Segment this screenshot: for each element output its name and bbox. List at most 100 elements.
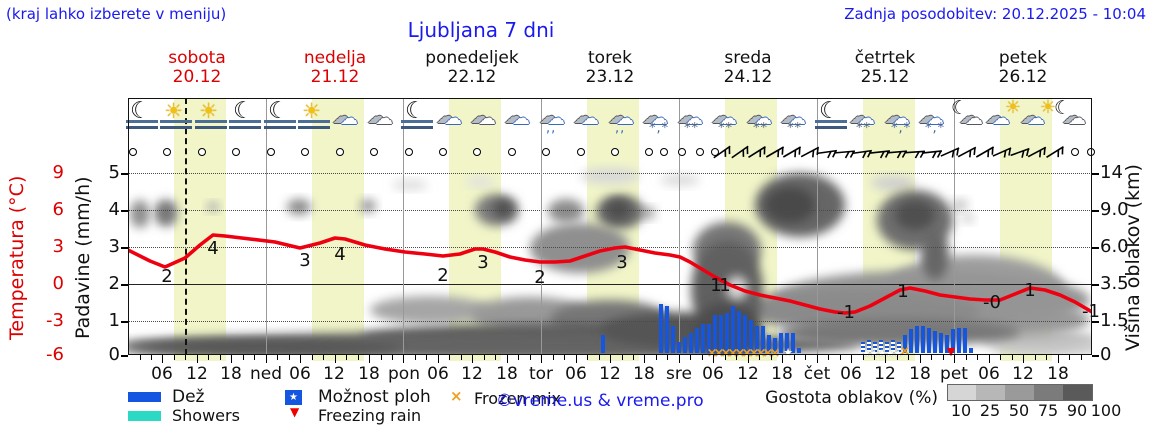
time-tick — [862, 355, 864, 360]
day-name: petek — [998, 48, 1048, 68]
temperature-value-label: 2 — [534, 267, 546, 288]
rain-bar — [797, 348, 801, 353]
rain-bar — [731, 306, 735, 353]
sun-fog-icon: ☀ — [159, 99, 193, 139]
temp-tick-label: 9 — [52, 162, 64, 183]
rain-bar — [601, 335, 605, 353]
time-axis-label: 12 — [1012, 364, 1034, 384]
time-tick — [1011, 355, 1013, 360]
frozen-mix-legend-label: Frozen mix — [474, 389, 562, 408]
moon-fog-icon: ☾ — [400, 98, 434, 139]
calm-wind-circle-icon — [611, 148, 619, 156]
time-tick — [334, 355, 336, 363]
freezing-rain-legend-label: Freezing rain — [318, 406, 422, 425]
cloud-scale-segment — [976, 384, 1006, 401]
page-title: Ljubljana 7 dni — [407, 18, 555, 42]
time-axis-label: 06 — [427, 364, 449, 384]
time-tick — [701, 355, 703, 360]
time-tick — [449, 355, 451, 360]
calm-wind-circle-icon — [645, 148, 653, 156]
time-tick — [1057, 355, 1059, 363]
sun-fog-icon: ☀ — [297, 99, 331, 139]
cloud-tick-label: 1.5 — [1100, 310, 1129, 331]
possible-showers-marker: ★ — [893, 347, 903, 360]
calm-wind-circle-icon — [577, 148, 585, 156]
rain-bar — [683, 337, 687, 353]
time-tick — [265, 355, 267, 363]
calm-wind-circle-icon — [163, 148, 171, 156]
time-tick — [598, 355, 600, 360]
possible-showers-marker: ★ — [783, 346, 793, 359]
time-axis-label: 18 — [771, 364, 793, 384]
cloud-scale-segment — [947, 384, 978, 401]
time-axis-label: 06 — [702, 364, 724, 384]
time-tick — [323, 355, 325, 360]
cloud-scale-label: 90 — [1066, 401, 1088, 420]
time-tick — [173, 355, 175, 360]
day-date: 21.12 — [310, 67, 360, 87]
time-tick — [242, 355, 244, 360]
wind-barb-icon — [921, 143, 943, 161]
sun-fog-icon: ☀ — [194, 99, 228, 139]
h-gridline — [128, 321, 1092, 322]
rain-bar — [767, 335, 771, 353]
frozen-mix-marker: × — [762, 346, 774, 361]
possible-showers-marker: ★ — [877, 347, 887, 360]
rain-bar — [879, 340, 883, 353]
frozen-mix-marker: × — [727, 346, 739, 361]
wind-barb-icon — [764, 143, 786, 161]
wind-barb-icon — [1044, 143, 1066, 161]
moon-fog-icon: ☾ — [228, 98, 262, 139]
right-axis-tick — [1092, 210, 1099, 212]
time-tick — [357, 355, 359, 360]
precip-tick-label: 4 — [108, 199, 120, 220]
cloud-scale-segment — [1005, 384, 1035, 401]
calm-wind-circle-icon — [696, 148, 704, 156]
time-tick — [472, 355, 474, 363]
cloud-sleet-icon: ☁ ☁ *,* — [918, 104, 946, 136]
cloud-scale-label: 100 — [1090, 401, 1122, 420]
cloud-snow-icon: ☁ ☁ ** — [780, 104, 806, 136]
rain-bar — [873, 342, 877, 353]
wind-barb-icon — [746, 143, 768, 161]
moon-fog-icon: ☾ — [263, 98, 297, 139]
time-tick — [254, 355, 256, 360]
time-tick — [828, 355, 829, 360]
time-tick — [208, 355, 210, 360]
wind-barb-icon — [1026, 143, 1048, 161]
calm-wind-circle-icon — [129, 148, 137, 156]
frozen-mix-marker: × — [734, 346, 746, 361]
time-tick — [988, 355, 990, 363]
right-axis-tick — [1092, 284, 1099, 286]
time-tick — [391, 355, 393, 360]
calm-wind-circle-icon — [508, 148, 516, 156]
left-axis-tick — [121, 284, 128, 286]
day-date: 22.12 — [447, 67, 497, 87]
frozen-mix-marker: × — [755, 346, 767, 361]
time-tick — [610, 355, 611, 363]
day-gridline — [816, 98, 818, 355]
rain-legend-label: Dež — [172, 387, 205, 407]
sun-cloud-icon: ☀ ☁ ☁ — [1020, 97, 1056, 129]
day-name: četrtek — [854, 48, 916, 68]
wind-barb-icon — [781, 143, 803, 161]
rain-bar — [957, 328, 961, 353]
precip-tick-label: 2 — [108, 273, 120, 294]
time-tick — [896, 355, 898, 360]
cloud-scale-label: 75 — [1037, 401, 1059, 420]
wind-barb-icon — [729, 143, 751, 161]
time-tick — [162, 355, 164, 363]
day-date: 26.12 — [998, 67, 1048, 87]
time-tick — [690, 355, 692, 360]
showers-swatch — [128, 411, 161, 421]
temp-tick-label: 3 — [52, 236, 64, 257]
time-tick — [747, 355, 749, 363]
time-axis-label: 18 — [909, 364, 931, 384]
moon-cloud-icon: ☾ ☁ ☁ — [951, 97, 983, 129]
rain-bar — [921, 326, 925, 353]
possible-showers-marker: ★ — [885, 347, 895, 360]
time-tick — [759, 355, 761, 360]
time-tick — [908, 355, 910, 360]
time-tick — [713, 355, 715, 363]
temperature-value-label: 1 — [1024, 280, 1036, 301]
